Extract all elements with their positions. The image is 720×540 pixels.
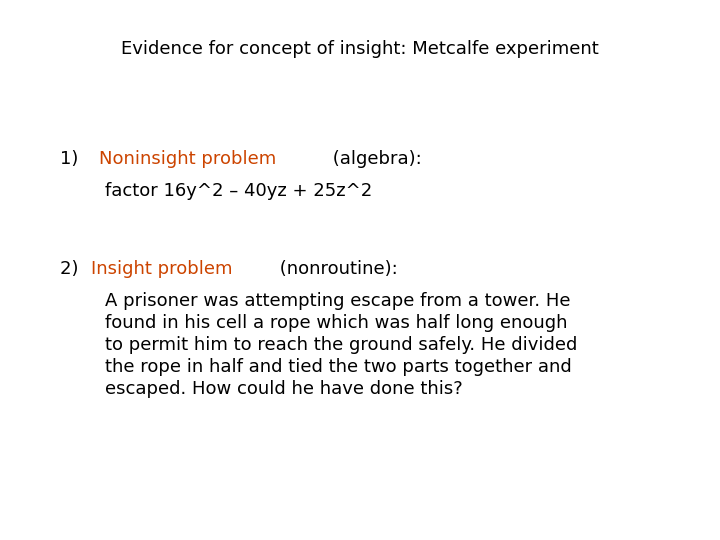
Text: (nonroutine):: (nonroutine): — [274, 260, 397, 278]
Text: found in his cell a rope which was half long enough: found in his cell a rope which was half … — [105, 314, 567, 332]
Text: the rope in half and tied the two parts together and: the rope in half and tied the two parts … — [105, 358, 572, 376]
Text: (algebra):: (algebra): — [328, 150, 422, 168]
Text: factor 16y^2 – 40yz + 25z^2: factor 16y^2 – 40yz + 25z^2 — [105, 182, 372, 200]
Text: Insight problem: Insight problem — [91, 260, 233, 278]
Text: Evidence for concept of insight: Metcalfe experiment: Evidence for concept of insight: Metcalf… — [121, 40, 599, 58]
Text: to permit him to reach the ground safely. He divided: to permit him to reach the ground safely… — [105, 336, 577, 354]
Text: escaped. How could he have done this?: escaped. How could he have done this? — [105, 380, 463, 398]
Text: A prisoner was attempting escape from a tower. He: A prisoner was attempting escape from a … — [105, 292, 570, 310]
Text: Noninsight problem: Noninsight problem — [99, 150, 276, 168]
Text: 2): 2) — [60, 260, 84, 278]
Text: 1): 1) — [60, 150, 90, 168]
